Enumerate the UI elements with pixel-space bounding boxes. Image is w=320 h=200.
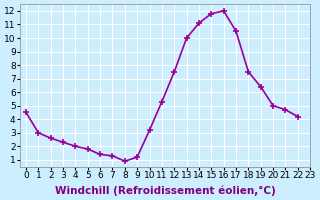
X-axis label: Windchill (Refroidissement éolien,°C): Windchill (Refroidissement éolien,°C): [55, 185, 276, 196]
